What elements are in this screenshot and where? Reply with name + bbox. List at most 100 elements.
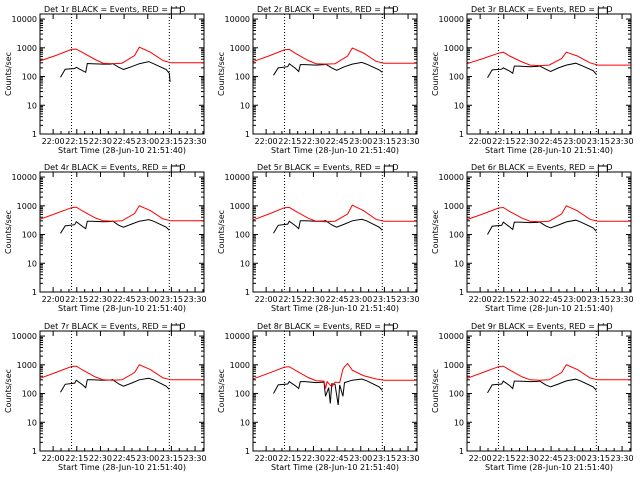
y-tick-label: 10 xyxy=(454,101,464,110)
x-tick-label: 22:00 xyxy=(469,137,492,146)
x-tick-label: 22:30 xyxy=(516,137,539,146)
y-tick-label: 100 xyxy=(449,231,464,240)
x-tick-label: 23:15 xyxy=(160,295,183,304)
plot-frame xyxy=(39,13,205,135)
y-tick-label: 1000 xyxy=(444,44,464,53)
x-tick-label: 22:15 xyxy=(278,454,301,463)
x-tick-label: 23:30 xyxy=(611,137,634,146)
marker-box xyxy=(597,324,608,332)
y-axis-label: Counts/sec xyxy=(4,52,13,96)
x-tick-label: 22:30 xyxy=(302,454,325,463)
panel-det-2: Det 2r BLACK = Events, RED = LLD Counts/s… xyxy=(217,5,420,155)
y-tick-label: 1 xyxy=(32,288,37,297)
x-tick-label: 22:45 xyxy=(540,137,563,146)
events-series-line xyxy=(487,219,597,235)
y-axis-label: Counts/sec xyxy=(4,210,13,254)
y-axis-label: Counts/sec xyxy=(431,369,440,413)
x-tick-label: 22:45 xyxy=(326,137,349,146)
lld-series-line xyxy=(39,364,204,381)
x-tick-label: 22:00 xyxy=(255,295,278,304)
x-tick-label: 22:45 xyxy=(326,295,349,304)
marker-box xyxy=(383,165,394,173)
y-tick-label: 10 xyxy=(240,101,250,110)
plot-frame xyxy=(252,13,418,135)
x-tick-label: 23:00 xyxy=(136,295,159,304)
panel-det-6: Det 6r BLACK = Events, RED = LLD Counts/s… xyxy=(431,163,634,313)
panel-det-1: Det 1r BLACK = Events, RED = LLD Counts/s… xyxy=(4,5,207,155)
plot-frame xyxy=(39,171,205,293)
x-tick-label: 23:15 xyxy=(373,454,396,463)
y-tick-label: 1000 xyxy=(230,44,250,53)
x-tick-label: 22:30 xyxy=(89,295,112,304)
x-tick-label: 23:00 xyxy=(349,295,372,304)
panel-title: Det 5r BLACK = Events, RED = LLD xyxy=(257,163,399,172)
plot-frame xyxy=(466,171,632,293)
panel-title: Det 3r BLACK = Events, RED = LLD xyxy=(471,5,613,14)
events-series-line xyxy=(273,61,383,76)
y-tick-label: 100 xyxy=(449,390,464,399)
y-axis-label: Counts/sec xyxy=(217,52,226,96)
y-tick-label: 10000 xyxy=(439,173,464,182)
x-tick-label: 23:30 xyxy=(397,295,420,304)
y-tick-label: 10000 xyxy=(439,332,464,341)
y-tick-label: 1000 xyxy=(444,202,464,211)
x-tick-label: 23:00 xyxy=(136,137,159,146)
y-tick-label: 1 xyxy=(245,447,250,456)
y-tick-label: 10 xyxy=(240,259,250,268)
panel-det-8: Det 8r BLACK = Events, RED = LLD Counts/s… xyxy=(217,322,420,472)
y-tick-label: 1 xyxy=(459,288,464,297)
y-tick-label: 1000 xyxy=(17,202,37,211)
y-tick-label: 1000 xyxy=(17,44,37,53)
plot-frame xyxy=(466,13,632,135)
panel-title: Det 1r BLACK = Events, RED = LLD xyxy=(44,5,186,14)
lld-series-line xyxy=(252,362,417,389)
x-tick-label: 22:15 xyxy=(65,295,88,304)
panel-title: Det 4r BLACK = Events, RED = LLD xyxy=(44,163,186,172)
panel-title: Det 7r BLACK = Events, RED = LLD xyxy=(44,322,186,331)
y-axis-label: Counts/sec xyxy=(431,210,440,254)
x-tick-label: 22:30 xyxy=(516,454,539,463)
y-tick-label: 10 xyxy=(454,259,464,268)
panel-det-5: Det 5r BLACK = Events, RED = LLD Counts/s… xyxy=(217,163,420,313)
y-tick-label: 1 xyxy=(245,130,250,139)
x-tick-label: 22:45 xyxy=(540,295,563,304)
y-tick-label: 1000 xyxy=(230,202,250,211)
x-tick-label: 22:30 xyxy=(89,454,112,463)
x-tick-label: 22:00 xyxy=(42,295,65,304)
y-tick-label: 10000 xyxy=(439,15,464,24)
lld-series-line xyxy=(466,364,631,381)
marker-box xyxy=(383,324,394,332)
y-tick-label: 1000 xyxy=(17,361,37,370)
x-tick-label: 23:00 xyxy=(563,295,586,304)
x-tick-label: 23:30 xyxy=(611,295,634,304)
x-tick-label: 23:15 xyxy=(587,454,610,463)
panel-title: Det 6r BLACK = Events, RED = LLD xyxy=(471,163,613,172)
x-tick-label: 23:30 xyxy=(184,295,207,304)
marker-box xyxy=(170,324,181,332)
y-tick-label: 1 xyxy=(32,447,37,456)
x-tick-label: 22:45 xyxy=(113,137,136,146)
y-tick-label: 100 xyxy=(22,390,37,399)
x-tick-label: 22:00 xyxy=(469,454,492,463)
x-axis-label: Start Time (28-Jun-10 21:51:40) xyxy=(485,304,613,313)
plot-frame xyxy=(39,330,205,452)
x-tick-label: 23:30 xyxy=(611,454,634,463)
y-tick-label: 1000 xyxy=(230,361,250,370)
x-tick-label: 22:00 xyxy=(469,295,492,304)
x-tick-label: 23:00 xyxy=(349,454,372,463)
events-series-line xyxy=(273,218,383,234)
x-tick-label: 23:30 xyxy=(184,454,207,463)
y-tick-label: 1 xyxy=(245,288,250,297)
y-tick-label: 100 xyxy=(235,231,250,240)
lld-series-line xyxy=(466,205,631,223)
x-tick-label: 23:15 xyxy=(587,295,610,304)
x-tick-label: 23:15 xyxy=(160,454,183,463)
x-tick-label: 23:15 xyxy=(587,137,610,146)
y-tick-label: 100 xyxy=(22,73,37,82)
marker-box xyxy=(597,165,608,173)
panel-det-7: Det 7r BLACK = Events, RED = LLD Counts/s… xyxy=(4,322,207,472)
panel-det-9: Det 9r BLACK = Events, RED = LLD Counts/s… xyxy=(431,322,634,472)
x-axis-label: Start Time (28-Jun-10 21:51:40) xyxy=(58,304,186,313)
marker-box xyxy=(170,165,181,173)
